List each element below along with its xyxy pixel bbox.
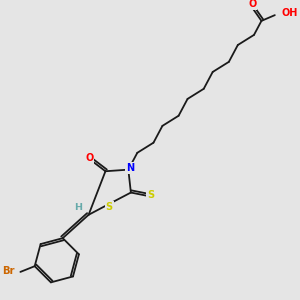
Text: H: H — [74, 203, 83, 212]
Text: O: O — [85, 153, 94, 163]
Text: N: N — [126, 163, 134, 173]
Text: S: S — [106, 202, 113, 212]
Text: OH: OH — [282, 8, 298, 18]
Text: Br: Br — [2, 266, 15, 276]
Text: O: O — [248, 0, 257, 9]
Text: S: S — [147, 190, 154, 200]
